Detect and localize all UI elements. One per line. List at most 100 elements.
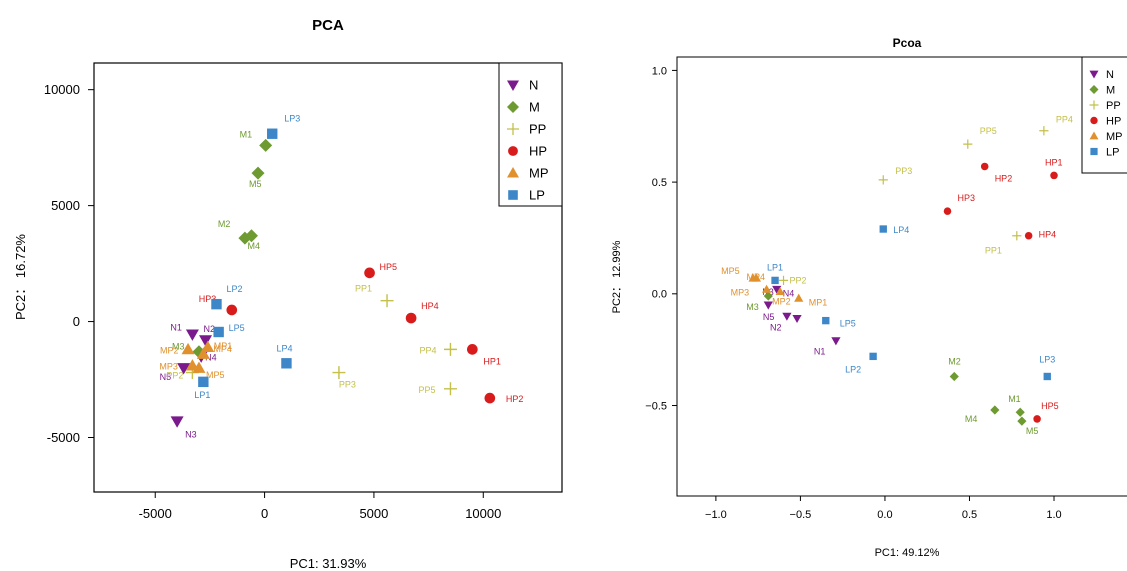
pcoa-point-label-n4: N4 bbox=[783, 288, 795, 298]
pcoa-point-label-m2: M2 bbox=[948, 356, 961, 366]
pcoa-point-label-lp1: LP1 bbox=[767, 262, 783, 272]
pcoa-point-n4: N4 bbox=[772, 285, 795, 298]
pca-point-label-n2: N2 bbox=[204, 324, 216, 334]
pca-legend-marker-pp bbox=[507, 123, 519, 135]
pcoa-marker-hp2 bbox=[980, 162, 989, 171]
pca-point-m2: M2 bbox=[218, 219, 252, 245]
pcoa-marker-hp4 bbox=[1024, 231, 1033, 240]
pca-marker-lp5 bbox=[213, 326, 224, 338]
pcoa-y-tick-label: 0.5 bbox=[652, 177, 667, 189]
pcoa-point-label-mp1: MP1 bbox=[809, 297, 828, 307]
pca-point-pp3: PP3 bbox=[332, 366, 356, 390]
pca-point-mp1: MP1 bbox=[201, 340, 232, 352]
pcoa-point-label-m3: M3 bbox=[746, 302, 759, 312]
pcoa-marker-mp1 bbox=[794, 293, 804, 302]
pca-x-tick-label: 0 bbox=[261, 506, 268, 521]
pcoa-point-hp3: HP3 bbox=[943, 193, 976, 215]
pca-point-mp4: MP4 bbox=[196, 344, 232, 359]
pcoa-point-label-hp3: HP3 bbox=[958, 193, 976, 203]
pca-marker-lp1 bbox=[198, 376, 209, 388]
pca-legend-marker-mp bbox=[507, 167, 519, 178]
pca-axes: -5000 0 5000 10000 -5000 0 5000 10000 bbox=[44, 82, 502, 521]
pca-point-label-pp5: PP5 bbox=[418, 385, 435, 395]
pcoa-axes: −1.0 −0.5 0.0 0.5 1.0 −0.5 0.0 0.5 1.0 bbox=[645, 65, 1061, 521]
pcoa-legend-label-n: N bbox=[1106, 69, 1114, 81]
pcoa-y-axis-label: PC2： 12.99% bbox=[611, 240, 623, 313]
pca-point-mp5: MP5 bbox=[192, 361, 224, 380]
pcoa-legend-marker-m bbox=[1089, 85, 1099, 94]
pca-marker-m1 bbox=[259, 138, 273, 152]
pca-marker-hp5 bbox=[364, 267, 375, 279]
pcoa-point-label-m4: M4 bbox=[965, 414, 978, 424]
pca-marker-m4 bbox=[244, 229, 258, 243]
pcoa-point-label-mp3: MP3 bbox=[731, 287, 750, 297]
pcoa-point-lp4: LP4 bbox=[879, 225, 909, 235]
pcoa-marker-lp1 bbox=[771, 276, 779, 285]
pca-marker-hp2 bbox=[484, 392, 496, 404]
pcoa-point-label-lp5: LP5 bbox=[840, 319, 856, 329]
pcoa-point-label-n1: N1 bbox=[814, 347, 826, 357]
pca-y-tick-label: 5000 bbox=[51, 198, 80, 213]
pcoa-marker-lp5 bbox=[822, 316, 830, 325]
pca-point-n2: N2 bbox=[199, 324, 215, 347]
pcoa-marker-n2 bbox=[792, 314, 802, 323]
pca-marker-hp4 bbox=[405, 312, 417, 324]
pcoa-point-hp4: HP4 bbox=[1024, 230, 1056, 240]
pcoa-x-tick-label: 0.5 bbox=[962, 509, 977, 521]
pcoa-marker-mp5 bbox=[748, 273, 758, 282]
pcoa-point-lp2: LP2 bbox=[845, 352, 877, 374]
pca-x-tick-label: -5000 bbox=[139, 506, 172, 521]
pca-point-label-lp5: LP5 bbox=[229, 323, 245, 333]
pca-marker-m5 bbox=[251, 166, 265, 180]
pca-point-lp5: LP5 bbox=[213, 323, 245, 338]
pcoa-legend-marker-n bbox=[1089, 70, 1099, 79]
pca-point-label-hp5: HP5 bbox=[380, 262, 398, 272]
pca-marker-lp2 bbox=[211, 298, 222, 310]
pca-point-label-n4: N4 bbox=[205, 352, 217, 362]
pca-point-label-m3: M3 bbox=[172, 342, 185, 352]
pcoa-legend-marker-lp bbox=[1090, 147, 1098, 156]
pcoa-point-lp3: LP3 bbox=[1039, 354, 1055, 381]
pcoa-point-lp5: LP5 bbox=[822, 316, 856, 329]
pca-x-tick-label: 10000 bbox=[465, 506, 501, 521]
pca-legend-label-lp: LP bbox=[529, 188, 545, 203]
pcoa-point-label-lp2: LP2 bbox=[845, 364, 861, 374]
pcoa-point-hp2: HP2 bbox=[980, 162, 1012, 183]
pcoa-point-label-mp5: MP5 bbox=[721, 266, 740, 276]
pcoa-marker-n1 bbox=[831, 337, 841, 346]
pcoa-marker-pp4 bbox=[1039, 126, 1049, 136]
pcoa-point-n2: N2 bbox=[770, 314, 802, 332]
pcoa-point-m1: M1 bbox=[1008, 394, 1025, 417]
pcoa-marker-hp5 bbox=[1033, 415, 1041, 423]
pca-point-label-lp2: LP2 bbox=[226, 284, 242, 294]
pca-legend-marker-hp bbox=[508, 146, 518, 156]
pca-marker-pp3 bbox=[332, 366, 346, 380]
pcoa-point-m2: M2 bbox=[948, 356, 961, 382]
pca-legend-label-n: N bbox=[529, 78, 538, 93]
pcoa-legend-label-mp: MP bbox=[1106, 131, 1123, 143]
pcoa-point-label-pp1: PP1 bbox=[985, 246, 1002, 256]
pca-point-hp3: HP3 bbox=[199, 294, 238, 316]
pcoa-point-n1: N1 bbox=[814, 337, 841, 357]
pca-point-mp2: MP2 bbox=[160, 342, 195, 355]
pca-point-label-pp3: PP3 bbox=[339, 380, 356, 390]
pcoa-marker-mp2 bbox=[775, 286, 785, 296]
pcoa-point-label-hp1: HP1 bbox=[1045, 157, 1063, 167]
pcoa-marker-m1 bbox=[1015, 407, 1025, 417]
pca-legend-label-m: M bbox=[529, 100, 540, 115]
pcoa-point-hp1: HP1 bbox=[1045, 157, 1063, 180]
pcoa-title: Pcoa bbox=[893, 36, 922, 50]
pcoa-marker-hp1 bbox=[1050, 171, 1058, 180]
pca-y-tick-label: 0 bbox=[73, 314, 80, 329]
pcoa-point-lp1: LP1 bbox=[767, 262, 783, 285]
pcoa-point-label-pp2: PP2 bbox=[790, 275, 807, 285]
pcoa-point-mp5: MP5 bbox=[721, 266, 758, 282]
pcoa-point-label-mp4: MP4 bbox=[746, 272, 765, 282]
pca-point-label-m1: M1 bbox=[240, 129, 253, 139]
pcoa-marker-lp3 bbox=[1043, 372, 1051, 381]
pca-marker-mp5 bbox=[192, 361, 206, 373]
pca-marker-n2 bbox=[199, 335, 213, 347]
pca-marker-n1 bbox=[185, 329, 199, 341]
pca-point-label-lp3: LP3 bbox=[284, 114, 300, 124]
